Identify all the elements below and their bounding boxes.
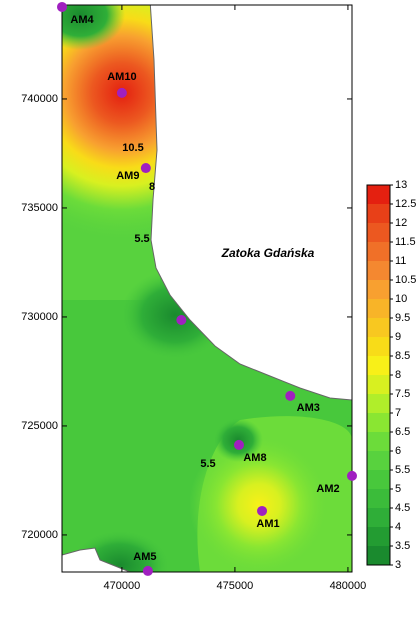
station-label: AM9 [116,170,139,182]
y-tick-label: 740000 [21,93,58,105]
colorbar-bin [367,185,390,204]
colorbar-label: 8 [395,369,401,381]
colorbar-label: 8.5 [395,350,410,362]
station-label: AM10 [107,71,136,83]
colorbar-label: 11.5 [395,236,416,248]
colorbar-bin [367,261,390,280]
colorbar-bin [367,337,390,356]
station [116,87,127,98]
station [347,470,357,481]
colorbar-bin [367,223,390,242]
colorbar-bin [367,451,390,470]
x-tick-label: 475000 [217,580,254,592]
colorbar-bin [367,527,390,546]
y-tick-label: 720000 [21,529,58,541]
colorbar-label: 9 [395,331,401,343]
station [285,390,296,401]
station [57,1,67,12]
station [142,565,153,576]
x-tick-label: 470000 [104,580,141,592]
x-tick-label: 480000 [330,580,367,592]
colorbar-label: 6 [395,445,401,457]
colorbar-label: 6.5 [395,426,410,438]
colorbar-bin [367,280,390,299]
sea-label: Zatoka Gdańska [221,246,315,260]
map-frame [61,4,353,573]
colorbar-label: 9.5 [395,312,410,324]
colorbar-bin [367,318,390,337]
colorbar-label: 7 [395,407,401,419]
contour-label: 10.5 [122,142,143,154]
colorbar-label: 10 [395,293,407,305]
colorbar-bin [367,413,390,432]
colorbar-label: 4 [395,521,401,533]
contour-label: 5.5 [200,458,215,470]
station [257,505,268,516]
colorbar-label: 11 [395,255,406,267]
colorbar-bin [367,242,390,261]
colorbar-label: 3.5 [395,540,410,552]
colorbar-bin [367,489,390,508]
colorbar-bin [367,508,390,527]
colorbar-bin [367,546,390,565]
station-label: AM2 [316,483,339,495]
colorbar-bin [367,375,390,394]
station [176,315,187,325]
y-tick-label: 730000 [21,311,58,323]
colorbar-label: 4.5 [395,502,410,514]
station [140,163,151,174]
colorbar-bin [367,394,390,413]
y-tick-label: 725000 [21,420,58,432]
colorbar-label: 3 [395,559,401,571]
contour-field [62,5,352,572]
colorbar-label: 13 [395,179,407,191]
colorbar-bin [367,470,390,489]
station-label: AM4 [70,14,94,26]
station [233,439,244,450]
contour-label: 8 [149,181,155,193]
colorbar-bin [367,356,390,375]
colorbar-bin [367,299,390,318]
colorbar-label: 7.5 [395,388,410,400]
station-label: AM5 [133,551,156,563]
colorbar-label: 12 [395,217,407,229]
station-label: AM3 [297,402,320,414]
station-label: AM8 [243,452,266,464]
colorbar-label: 12.5 [395,198,416,210]
station-label: AM1 [256,518,279,530]
colorbar-label: 5 [395,483,401,495]
colorbar-bin [367,432,390,451]
contour-label: 5.5 [134,233,149,245]
y-tick-label: 735000 [21,202,58,214]
colorbar-bin [367,204,390,223]
colorbar-label: 10.5 [395,274,416,286]
colorbar-label: 5.5 [395,464,410,476]
